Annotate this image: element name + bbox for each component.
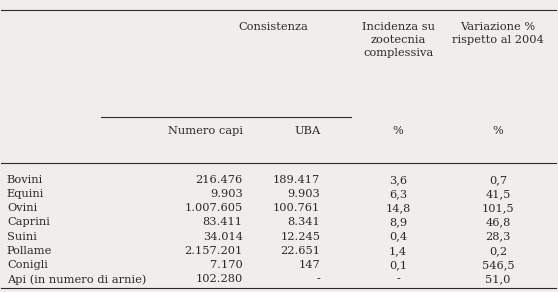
Text: Incidenza su
zootecnia
complessiva: Incidenza su zootecnia complessiva [362, 22, 435, 58]
Text: 14,8: 14,8 [386, 203, 411, 213]
Text: Consistenza: Consistenza [238, 22, 308, 32]
Text: 83.411: 83.411 [203, 218, 243, 227]
Text: Suini: Suini [7, 232, 37, 241]
Text: 147: 147 [299, 260, 320, 270]
Text: %: % [393, 126, 403, 136]
Text: Caprini: Caprini [7, 218, 50, 227]
Text: 1.007.605: 1.007.605 [185, 203, 243, 213]
Text: -: - [396, 274, 400, 284]
Text: 189.417: 189.417 [273, 175, 320, 185]
Text: 8.341: 8.341 [287, 218, 320, 227]
Text: 0,4: 0,4 [389, 232, 407, 241]
Text: 3,6: 3,6 [389, 175, 407, 185]
Text: 41,5: 41,5 [485, 189, 511, 199]
Text: 28,3: 28,3 [485, 232, 511, 241]
Text: 8,9: 8,9 [389, 218, 407, 227]
Text: 9.903: 9.903 [210, 189, 243, 199]
Text: 9.903: 9.903 [287, 189, 320, 199]
Text: -: - [316, 274, 320, 284]
Text: 546,5: 546,5 [482, 260, 514, 270]
Text: 102.280: 102.280 [195, 274, 243, 284]
Text: Api (in numero di arnie): Api (in numero di arnie) [7, 274, 146, 285]
Text: 1,4: 1,4 [389, 246, 407, 256]
Text: 101,5: 101,5 [482, 203, 514, 213]
Text: 7.170: 7.170 [210, 260, 243, 270]
Text: 216.476: 216.476 [195, 175, 243, 185]
Text: Pollame: Pollame [7, 246, 52, 256]
Text: 22.651: 22.651 [280, 246, 320, 256]
Text: %: % [493, 126, 503, 136]
Text: 0,1: 0,1 [389, 260, 407, 270]
Text: 46,8: 46,8 [485, 218, 511, 227]
Text: 0,2: 0,2 [489, 246, 507, 256]
Text: UBA: UBA [294, 126, 320, 136]
Text: Ovini: Ovini [7, 203, 37, 213]
Text: Conigli: Conigli [7, 260, 48, 270]
Text: 51,0: 51,0 [485, 274, 511, 284]
Text: Variazione %
rispetto al 2004: Variazione % rispetto al 2004 [452, 22, 543, 45]
Text: 2.157.201: 2.157.201 [185, 246, 243, 256]
Text: Bovini: Bovini [7, 175, 43, 185]
Text: 100.761: 100.761 [273, 203, 320, 213]
Text: 0,7: 0,7 [489, 175, 507, 185]
Text: Equini: Equini [7, 189, 44, 199]
Text: 34.014: 34.014 [203, 232, 243, 241]
Text: 6,3: 6,3 [389, 189, 407, 199]
Text: Numero capi: Numero capi [168, 126, 243, 136]
Text: 12.245: 12.245 [280, 232, 320, 241]
